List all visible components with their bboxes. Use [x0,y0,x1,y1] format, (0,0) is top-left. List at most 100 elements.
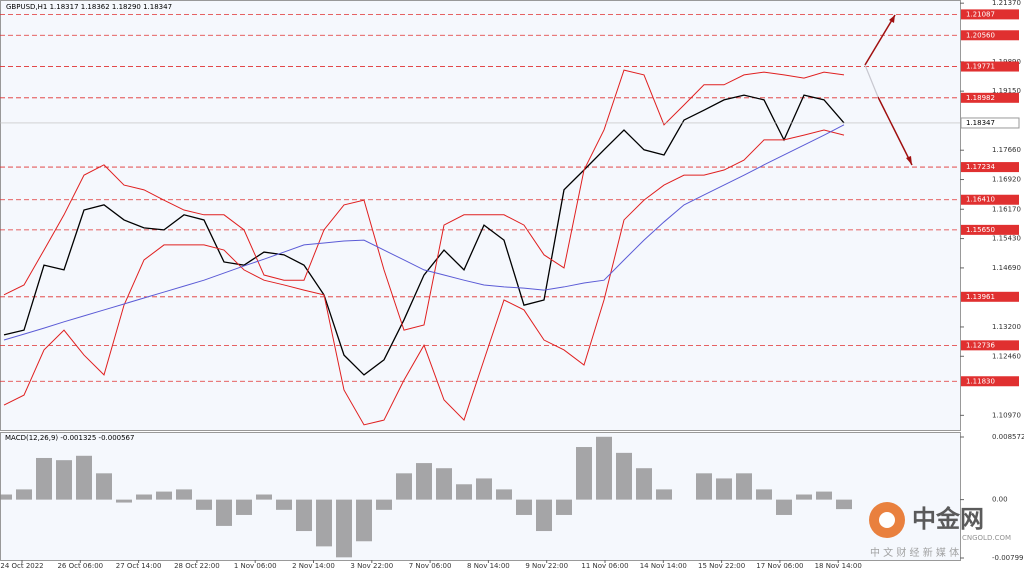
arrow-down [877,96,913,166]
level-label: 1.12736 [966,341,995,349]
arrow-head [906,156,912,165]
x-tick-label: 28 Oct 22:00 [174,562,220,570]
level-tag [961,92,1019,103]
macd-title: MACD(12,26,9) -0.001325 -0.000567 [5,434,134,442]
macd-bar [556,499,572,515]
macd-bar [216,499,232,526]
y-tick-label: 1.16170 [992,205,1021,213]
price-chart: 1.213701.198901.191501.176601.169201.161… [0,0,1021,426]
level-label: 1.16410 [966,196,995,204]
price-label: 1.18347 [966,119,995,127]
y-tick-label: 1.10970 [992,411,1021,419]
macd-bar [456,484,472,500]
level-label: 1.19771 [966,63,995,71]
y-tick-label: 0.008572 [992,433,1024,441]
macd-bar [156,491,172,500]
macd-bar [236,499,252,515]
macd-chart: 0.008572 0.00 -0.007991 24 Oct 2022 26 Oct 0… [0,433,1024,570]
macd-bar [736,473,752,500]
macd-bar [796,494,812,500]
x-tick-label: 26 Oct 06:00 [57,562,103,570]
arrow-path [864,64,879,98]
macd-bar [136,494,152,500]
x-tick-label: 1 Nov 06:00 [234,562,277,570]
watermark: 中金网 CNGOLD.COM 中 文 财 经 新 媒 体 [869,502,1011,559]
y-tick-label: 1.15430 [992,235,1021,243]
series-line [3,69,845,331]
macd-bar [416,463,432,500]
x-tick-label: 14 Nov 14:00 [640,562,687,570]
y-tick-label: 1.19150 [992,87,1021,95]
x-tick-label: 9 Nov 22:00 [525,562,568,570]
logo-inner [879,512,895,528]
level-label: 1.18982 [966,94,995,102]
macd-bar [836,499,852,510]
level-label: 1.13961 [966,293,995,301]
macd-bar [76,455,92,500]
macd-bar [356,499,372,542]
x-tick-label: 8 Nov 14:00 [467,562,510,570]
series-line [3,129,845,426]
y-tick-label: 1.12460 [992,352,1021,360]
x-tick-label: 27 Oct 14:00 [116,562,162,570]
macd-bar [616,452,632,500]
series-line [3,124,845,341]
x-tick-label: 15 Nov 22:00 [698,562,745,570]
site: CNGOLD.COM [962,534,1011,542]
y-tick-label: 1.21370 [992,0,1021,7]
macd-bar [396,473,412,500]
macd-bar [96,473,112,500]
y-tick-label: -0.007991 [992,554,1024,562]
y-tick-label: 1.17660 [992,146,1021,154]
macd-bar [596,436,612,500]
level-label: 1.11830 [966,377,995,385]
brand: 中金网 [912,505,984,533]
macd-bar [496,489,512,500]
macd-bar [536,499,552,532]
arrow-head [889,15,895,23]
macd-bar [36,457,52,500]
macd-bar [316,499,332,547]
macd-bar [756,489,772,500]
level-tag [961,9,1019,20]
level-tag [961,376,1019,387]
macd-bar [576,447,592,500]
macd-bar [276,499,292,510]
level-tag [961,162,1019,173]
level-label: 1.15650 [966,226,995,234]
slogan: 中 文 财 经 新 媒 体 [870,546,959,559]
x-tick-label: 24 Oct 2022 [0,562,43,570]
x-tick-label: 17 Nov 06:00 [756,562,803,570]
level-label: 1.20560 [966,31,995,39]
macd-bar [116,499,132,503]
macd-bar [56,460,72,500]
x-tick-label: 18 Nov 14:00 [815,562,862,570]
macd-bar [196,499,212,510]
macd-bar [436,468,452,500]
y-tick-label: 1.16920 [992,176,1021,184]
macd-bar [516,499,532,515]
macd-bar [776,499,792,515]
macd-bar [0,494,12,500]
macd-bar [636,468,652,500]
macd-bar [376,499,392,510]
macd-bar [256,494,272,500]
x-tick-label: 3 Nov 22:00 [350,562,393,570]
level-label: 1.17234 [966,163,995,171]
y-tick-label: 1.14690 [992,264,1021,272]
chart-title: GBPUSD,H1 1.18317 1.18362 1.18290 1.1834… [6,3,172,11]
macd-bar [16,489,32,500]
price-pane [0,0,961,431]
level-tag [961,340,1019,351]
level-tag [961,194,1019,205]
level-tag [961,61,1019,72]
macd-bar [696,473,712,500]
x-tick-label: 11 Nov 06:00 [581,562,628,570]
level-tag [961,224,1019,235]
macd-bar [656,489,672,500]
macd-bar [716,478,732,500]
macd-bar [816,491,832,500]
macd-bar [176,489,192,500]
level-tag [961,291,1019,302]
